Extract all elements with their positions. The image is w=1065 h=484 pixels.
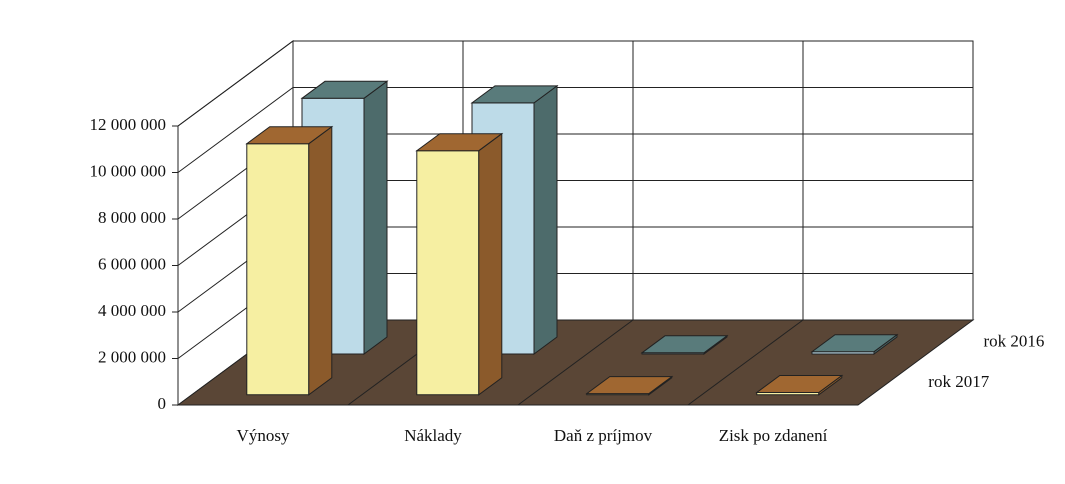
bar-side <box>363 80 388 355</box>
x-tick-label: Náklady <box>404 426 462 445</box>
x-tick-label: Výnosy <box>237 426 290 445</box>
bar <box>810 333 899 355</box>
bar-side <box>308 125 333 396</box>
bar-side <box>478 132 503 396</box>
series-label: rok 2016 <box>984 331 1045 350</box>
bar <box>585 375 674 396</box>
y-tick-label: 4 000 000 <box>98 301 166 320</box>
y-tick-label: 8 000 000 <box>98 208 166 227</box>
y-tick-label: 0 <box>158 394 167 413</box>
bar <box>755 374 844 396</box>
series-label: rok 2017 <box>928 372 989 391</box>
y-tick-label: 10 000 000 <box>90 161 167 180</box>
bar-side <box>533 84 558 355</box>
bar-top <box>810 334 899 353</box>
x-tick-label: Daň z príjmov <box>554 426 653 445</box>
y-tick-label: 2 000 000 <box>98 347 166 366</box>
bar-top <box>245 126 334 145</box>
bar-top <box>300 80 389 99</box>
bar-top <box>470 85 559 104</box>
bar-top <box>415 133 504 152</box>
grid-line <box>177 40 973 127</box>
grid-line <box>177 87 973 173</box>
bar-top <box>755 375 844 393</box>
floor-divider <box>517 319 634 406</box>
bar-front <box>246 143 310 396</box>
y-tick-label: 12 000 000 <box>90 115 167 134</box>
bar <box>640 334 729 355</box>
bar <box>415 132 504 396</box>
bar-top <box>585 376 674 395</box>
bar-front <box>416 150 480 396</box>
bar <box>245 125 334 396</box>
floor-divider <box>687 319 804 406</box>
y-tick-label: 6 000 000 <box>98 254 166 273</box>
x-tick-label: Zisk po zdanení <box>719 426 828 445</box>
bar-top <box>640 335 729 354</box>
